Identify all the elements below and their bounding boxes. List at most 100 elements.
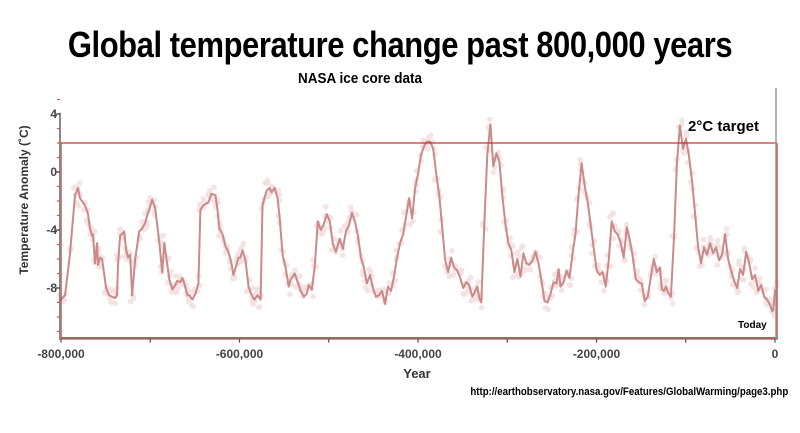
scatter-point (527, 267, 534, 273)
x-tick-label: -800,000 (37, 347, 85, 361)
scatter-point (275, 187, 282, 194)
scatter-point (130, 295, 137, 301)
scatter-point (127, 250, 134, 257)
target-annotation: 2°C target (688, 118, 760, 135)
scatter-point (467, 274, 474, 281)
scatter-point (510, 243, 516, 249)
scatter-point (739, 276, 745, 283)
scatter-point (475, 279, 482, 285)
scatter-point (537, 254, 543, 261)
scatter-point (519, 243, 526, 249)
scatter-point (206, 187, 213, 194)
scatter-point (211, 184, 217, 191)
scatter-point (641, 301, 648, 308)
scatter-point (347, 204, 354, 210)
scatter-point (610, 210, 617, 217)
chart-subtitle: NASA ice core data (297, 70, 423, 87)
scatter-point (717, 244, 724, 251)
scatter-point (752, 265, 758, 272)
scatter-point (621, 257, 628, 264)
scatter-point (362, 284, 369, 291)
scatter-point (522, 267, 529, 274)
x-tick-label: -200,000 (573, 347, 621, 361)
scatter-point (553, 283, 560, 289)
scatter-point (264, 177, 271, 184)
scatter-point (623, 221, 630, 228)
scatter-point (76, 180, 83, 186)
scatter-point (287, 291, 293, 298)
scatter-point (251, 298, 257, 305)
scatter-point (750, 284, 756, 290)
x-tick-label: 0 (772, 347, 779, 361)
scatter-point (172, 289, 178, 296)
x-tick-label: -400,000 (394, 347, 442, 361)
scatter-point (714, 262, 721, 268)
scatter-point (606, 214, 613, 220)
scatter-point (683, 129, 690, 135)
scatter-point (723, 226, 730, 232)
scatter-point (293, 283, 299, 290)
scatter-point (75, 203, 82, 209)
scatter-point (683, 133, 690, 139)
y-tick-label: 4 (50, 107, 57, 121)
scatter-point (174, 285, 181, 291)
scatter-point (407, 221, 414, 228)
scatter-point (558, 287, 565, 294)
today-annotation: Today (738, 320, 767, 331)
scatter-point (256, 303, 263, 310)
scatter-point (160, 232, 167, 239)
x-tick-label: -600,000 (216, 347, 264, 361)
scatter-point (337, 227, 344, 234)
scatter-point (486, 116, 493, 123)
scatter-point (230, 275, 236, 282)
scatter-point (663, 277, 670, 284)
scatter-point (679, 117, 685, 123)
scatter-point (638, 277, 644, 283)
scatter-point (610, 235, 617, 242)
scatter-point (757, 275, 763, 282)
scatter-point (116, 226, 123, 233)
scatter-point (567, 282, 574, 289)
axes-layer (59, 88, 778, 340)
x-axis-title: Year (403, 366, 430, 381)
scatter-point (292, 267, 298, 274)
scatter-point (700, 236, 707, 243)
scatter-point (189, 302, 195, 309)
scatter-point (601, 288, 607, 294)
scatter-point (296, 273, 303, 279)
scatter-point (670, 300, 676, 307)
scatter-point (598, 279, 605, 286)
scatter-point (735, 288, 742, 295)
scatter-point (310, 293, 316, 300)
ticks-layer: 4 0 -4 -8 -800,000 -600,000 -400,000 -200,000 0 (37, 98, 779, 361)
scatter-point (449, 247, 455, 254)
scatter-point (715, 237, 721, 244)
scatter-point (545, 306, 552, 313)
scatter-point (767, 296, 774, 302)
scatter-point (341, 223, 348, 230)
scatter-point (741, 245, 748, 252)
scatter-point (478, 304, 485, 311)
source-url: http://earthobservatory.nasa.gov/Feature… (470, 386, 788, 398)
chart-title: Global temperature change past 800,000 y… (67, 24, 733, 65)
scatter-point (112, 300, 119, 307)
scatter-point (108, 299, 114, 305)
scatter-point (424, 145, 431, 152)
temperature-series-line (60, 123, 776, 313)
scatter-point (490, 169, 497, 176)
y-tick-label: -4 (46, 223, 57, 237)
y-axis-title: Temperature Anomaly (˚C) (17, 125, 31, 274)
scatter-point (323, 204, 329, 210)
scatter-point (428, 132, 434, 139)
scatter-point (339, 252, 346, 259)
y-tick-label: -8 (46, 281, 57, 295)
scatter-point (97, 264, 104, 270)
scatter-point (577, 156, 584, 163)
y-tick-label: 0 (50, 165, 57, 179)
scatter-point (215, 232, 222, 239)
scatter-point (366, 266, 372, 273)
temperature-line-layer (60, 123, 776, 313)
scatter-point (516, 252, 522, 259)
scatter-point (668, 295, 674, 301)
